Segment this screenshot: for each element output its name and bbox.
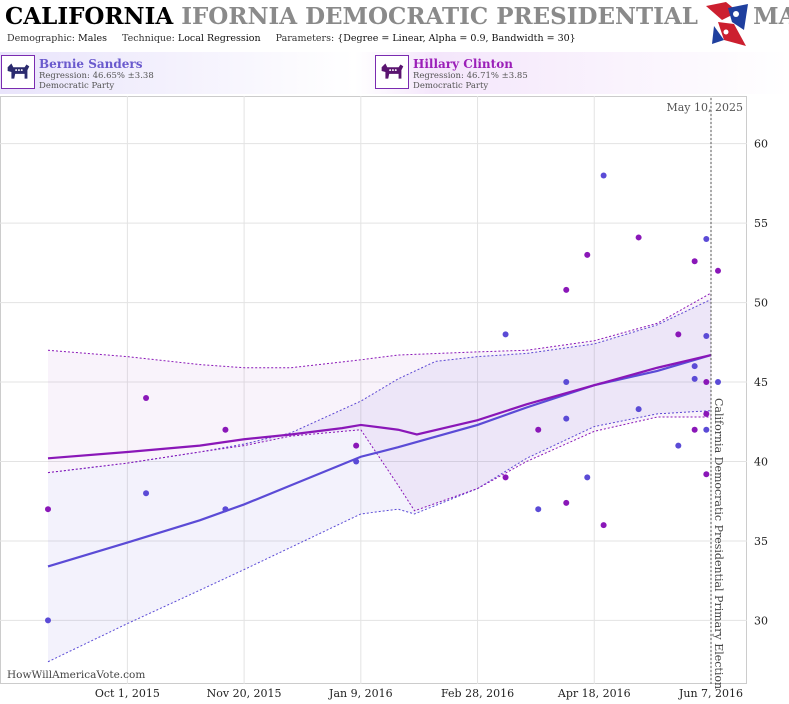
title-rest: IFORNIA DEMOCRATIC PRESIDENTIAL PRIMARY … bbox=[181, 3, 789, 30]
poll-point bbox=[675, 442, 682, 449]
poll-point bbox=[703, 426, 710, 433]
title-state: CALIFORNIA bbox=[5, 3, 174, 30]
param-value: {Degree = Linear, Alpha = 0.9, Bandwidth… bbox=[337, 33, 576, 44]
poll-point bbox=[635, 234, 642, 241]
poll-point bbox=[45, 617, 51, 624]
candidate-party: Democratic Party bbox=[39, 81, 115, 91]
election-label: California Democratic Presidential Prima… bbox=[712, 398, 725, 689]
poll-point bbox=[691, 363, 698, 370]
trend-line bbox=[47, 353, 712, 460]
param-value: Local Regression bbox=[177, 33, 261, 44]
poll-point bbox=[703, 332, 710, 339]
poll-point bbox=[143, 490, 150, 497]
param-label: Technique: bbox=[122, 33, 175, 44]
chart-header: CALIFORNIA IFORNIA DEMOCRATIC PRESIDENTI… bbox=[0, 0, 789, 52]
poll-points bbox=[45, 172, 722, 624]
parameter-line: Demographic: Males Technique: Local Regr… bbox=[7, 33, 588, 44]
poll-point bbox=[703, 236, 710, 243]
chart-title: CALIFORNIA IFORNIA DEMOCRATIC PRESIDENTI… bbox=[5, 3, 789, 30]
y-tick-label: 35 bbox=[754, 535, 768, 548]
poll-point bbox=[675, 331, 682, 338]
us-flag-logo-icon bbox=[698, 0, 754, 52]
poll-point bbox=[584, 474, 591, 481]
confidence-band-upper bbox=[47, 292, 712, 369]
y-tick-label: 45 bbox=[754, 376, 768, 389]
confidence-band-area bbox=[48, 293, 711, 511]
poll-point bbox=[703, 471, 710, 478]
confidence-bands bbox=[47, 292, 712, 663]
x-tick-label: Nov 20, 2015 bbox=[207, 687, 282, 700]
candidate-party: Democratic Party bbox=[413, 81, 489, 91]
y-tick-label: 60 bbox=[754, 138, 768, 151]
poll-point bbox=[691, 375, 698, 382]
y-tick-label: 50 bbox=[754, 297, 768, 310]
trend-lines bbox=[47, 353, 712, 568]
poll-point bbox=[535, 426, 542, 433]
poll-point bbox=[353, 458, 360, 465]
poll-point bbox=[715, 379, 722, 386]
poll-point bbox=[635, 406, 642, 413]
poll-point bbox=[715, 267, 722, 274]
x-tick-label: Jun 7, 2016 bbox=[678, 687, 743, 700]
date-stamp: May 10, 2025 bbox=[666, 101, 743, 114]
confidence-band-lower bbox=[47, 416, 711, 512]
x-tick-label: Jan 9, 2016 bbox=[328, 687, 393, 700]
poll-point bbox=[563, 379, 570, 386]
confidence-band-lower bbox=[47, 410, 712, 663]
y-tick-label: 40 bbox=[754, 456, 768, 469]
candidate-regression: Regression: 46.65% ±3.38 bbox=[39, 71, 154, 81]
poll-point bbox=[353, 442, 360, 449]
poll-point bbox=[563, 415, 570, 422]
poll-point bbox=[691, 426, 698, 433]
confidence-band-area bbox=[48, 299, 711, 662]
watermark: HowWillAmericaVote.com bbox=[7, 669, 145, 681]
poll-point bbox=[143, 394, 150, 401]
x-tick-label: Feb 28, 2016 bbox=[441, 687, 514, 700]
candidate-bar: Bernie Sanders Regression: 46.65% ±3.38 … bbox=[0, 52, 789, 94]
poll-point bbox=[222, 426, 229, 433]
poll-point bbox=[600, 522, 607, 529]
poll-point bbox=[691, 258, 698, 265]
candidate-name: Hillary Clinton bbox=[413, 57, 513, 71]
param-label: Demographic: bbox=[7, 33, 76, 44]
param-label: Parameters: bbox=[275, 33, 335, 44]
poll-point bbox=[222, 506, 229, 513]
donkey-icon bbox=[375, 55, 409, 89]
poll-point bbox=[703, 410, 710, 417]
poll-point bbox=[703, 379, 710, 386]
poll-point bbox=[535, 506, 542, 513]
donkey-icon bbox=[1, 55, 35, 89]
candidate-regression: Regression: 46.71% ±3.85 bbox=[413, 71, 528, 81]
poll-point bbox=[563, 499, 570, 506]
plot-area bbox=[0, 96, 747, 684]
poll-chart: Oct 1, 2015 Nov 20, 2015 Jan 9, 2016 Feb 28… bbox=[0, 96, 768, 700]
poll-point bbox=[563, 286, 570, 293]
poll-point bbox=[502, 474, 509, 481]
poll-point bbox=[584, 251, 591, 258]
x-tick-label: Apr 18, 2016 bbox=[557, 687, 631, 700]
y-tick-label: 30 bbox=[754, 614, 768, 627]
y-tick-label: 55 bbox=[754, 217, 768, 230]
poll-point bbox=[502, 331, 509, 338]
poll-point bbox=[45, 506, 51, 513]
x-tick-label: Oct 1, 2015 bbox=[95, 687, 160, 700]
candidate-name: Bernie Sanders bbox=[39, 57, 143, 71]
param-value: Males bbox=[78, 33, 107, 44]
poll-point bbox=[600, 172, 607, 179]
axis-labels: Oct 1, 2015 Nov 20, 2015 Jan 9, 2016 Feb 28… bbox=[95, 138, 768, 700]
